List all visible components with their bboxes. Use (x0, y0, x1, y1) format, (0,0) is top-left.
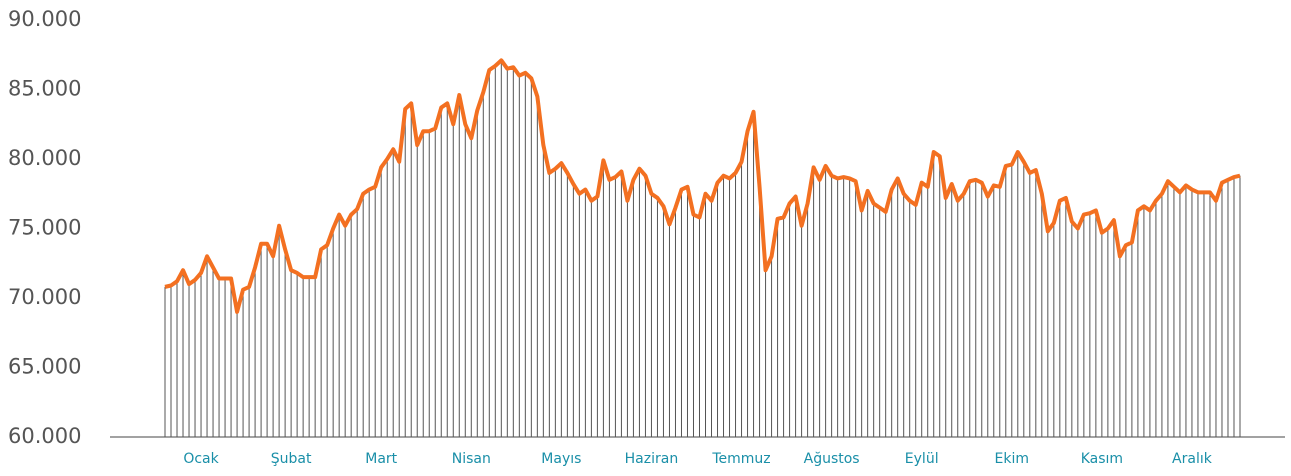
x-tick-label: Ağustos (804, 451, 860, 467)
x-tick-label: Ocak (183, 451, 219, 467)
x-tick-label: Mart (365, 451, 397, 467)
y-tick-label: 75.000 (8, 216, 81, 240)
x-tick-label: Eylül (905, 451, 939, 467)
y-tick-label: 60.000 (8, 424, 81, 448)
y-tick-label: 85.000 (8, 77, 81, 101)
x-tick-label: Mayıs (541, 451, 581, 467)
x-tick-label: Aralık (1172, 451, 1213, 467)
y-tick-label: 80.000 (8, 146, 81, 170)
series-line (164, 58, 1241, 314)
x-tick-label: Ekim (995, 451, 1029, 467)
y-tick-label: 70.000 (8, 285, 81, 309)
y-tick-label: 90.000 (8, 7, 81, 31)
x-tick-label: Haziran (625, 451, 679, 467)
y-tick-label: 65.000 (8, 355, 81, 379)
x-tick-label: Temmuz (711, 451, 770, 467)
x-tick-label: Şubat (271, 451, 312, 467)
x-tick-label: Kasım (1081, 451, 1123, 467)
x-tick-label: Nisan (452, 451, 491, 467)
